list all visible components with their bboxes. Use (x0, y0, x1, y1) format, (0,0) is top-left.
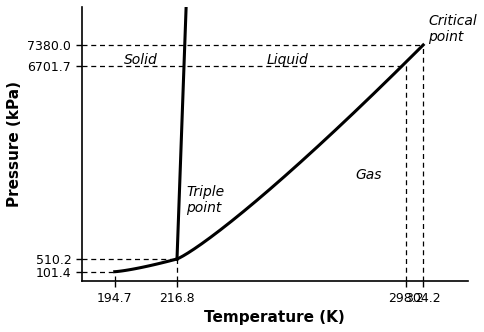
Text: Solid: Solid (124, 53, 157, 67)
Text: Gas: Gas (354, 168, 381, 182)
X-axis label: Temperature (K): Temperature (K) (204, 310, 345, 325)
Text: Critical
point: Critical point (427, 14, 476, 44)
Y-axis label: Pressure (kPa): Pressure (kPa) (7, 81, 22, 207)
Text: Liquid: Liquid (266, 53, 308, 67)
Text: Triple
point: Triple point (186, 185, 224, 215)
